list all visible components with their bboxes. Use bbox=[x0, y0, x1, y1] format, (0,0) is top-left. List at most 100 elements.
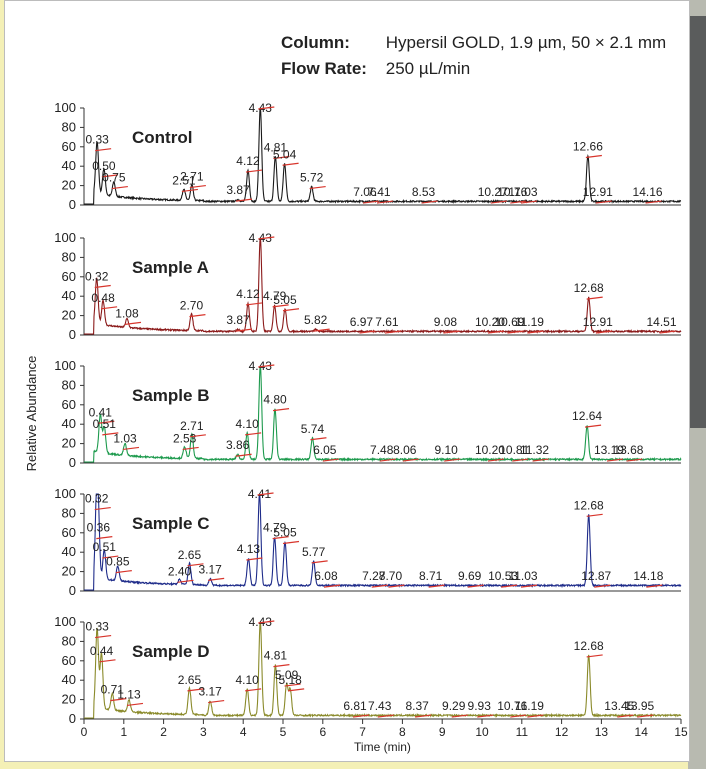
peak-label: 2.40 bbox=[168, 564, 192, 578]
peak-marker-tick bbox=[402, 458, 419, 462]
peak-marker-tick bbox=[282, 540, 300, 545]
peak-marker-tick bbox=[594, 584, 611, 588]
peak-label: 0.32 bbox=[85, 492, 109, 506]
peak-label: 0.51 bbox=[93, 540, 117, 554]
peak-label: 12.64 bbox=[572, 409, 602, 423]
x-tick-label: 7 bbox=[359, 725, 366, 739]
y-tick-label: 0 bbox=[69, 327, 76, 342]
y-tick-label: 20 bbox=[62, 308, 76, 323]
peak-label: 0.33 bbox=[85, 133, 109, 147]
peak-marker-tick bbox=[245, 302, 263, 306]
peak-marker-tick bbox=[177, 579, 194, 583]
peak-label: 9.93 bbox=[468, 699, 492, 713]
peak-marker-tick bbox=[94, 284, 111, 289]
peak-label: 3.87 bbox=[226, 313, 250, 327]
peak-label: 5.74 bbox=[301, 422, 325, 436]
peak-label: 2.65 bbox=[178, 673, 202, 687]
peak-marker-tick bbox=[102, 555, 119, 559]
peak-marker-tick bbox=[245, 688, 262, 692]
peak-label: 14.51 bbox=[646, 315, 676, 329]
y-tick-label: 40 bbox=[62, 672, 76, 687]
peak-marker-tick bbox=[309, 185, 326, 190]
y-tick-label: 60 bbox=[62, 525, 76, 540]
peak-label: 6.08 bbox=[314, 569, 338, 583]
peak-marker-tick bbox=[246, 557, 263, 561]
peak-label: 12.68 bbox=[574, 639, 604, 653]
peak-marker-tick bbox=[606, 458, 624, 462]
peak-label: 0.71 bbox=[101, 683, 125, 697]
peak-marker-tick bbox=[510, 714, 527, 718]
peak-marker-tick bbox=[646, 584, 663, 588]
peak-marker-tick bbox=[595, 330, 612, 334]
peak-marker-tick bbox=[96, 536, 113, 540]
peak-label: 5.18 bbox=[278, 673, 302, 687]
peak-marker-tick bbox=[187, 688, 204, 692]
peak-label: 7.48 bbox=[370, 443, 394, 457]
peak-label: 8.37 bbox=[405, 699, 429, 713]
peak-label: 14.16 bbox=[633, 185, 663, 199]
peak-marker-tick bbox=[110, 698, 127, 702]
peak-label: 1.03 bbox=[113, 431, 137, 445]
peak-marker-tick bbox=[310, 437, 327, 441]
peak-label: 12.91 bbox=[583, 185, 613, 199]
peak-label: 5.05 bbox=[273, 526, 297, 540]
peak-label: 10.76 bbox=[497, 699, 527, 713]
peak-marker-tick bbox=[245, 169, 263, 173]
peak-label: 8.06 bbox=[393, 443, 417, 457]
peak-label: 7.41 bbox=[367, 185, 391, 199]
peak-marker-tick bbox=[258, 364, 275, 368]
y-tick-label: 60 bbox=[62, 397, 76, 412]
x-tick-label: 12 bbox=[555, 725, 569, 739]
peak-label: 6.97 bbox=[350, 315, 374, 329]
peak-marker-tick bbox=[124, 321, 142, 325]
right-margin-strip bbox=[688, 0, 706, 769]
y-tick-label: 80 bbox=[62, 633, 76, 648]
peak-marker-tick bbox=[451, 714, 468, 718]
peak-marker-tick bbox=[359, 330, 376, 334]
peak-label: 0.36 bbox=[87, 521, 111, 535]
chart-panel: Column: Hypersil GOLD, 1.9 µm, 50 × 2.1 … bbox=[4, 0, 690, 762]
x-tick-label: 2 bbox=[160, 725, 167, 739]
peak-marker-tick bbox=[520, 200, 538, 204]
peak-marker-tick bbox=[490, 200, 507, 204]
peak-marker-tick bbox=[379, 458, 396, 462]
peak-label: 10.69 bbox=[494, 315, 524, 329]
y-tick-label: 100 bbox=[54, 486, 76, 501]
x-tick-label: 3 bbox=[200, 725, 207, 739]
peak-marker-tick bbox=[467, 584, 484, 588]
peak-marker-tick bbox=[323, 584, 341, 588]
y-tick-label: 80 bbox=[62, 505, 76, 520]
peak-marker-tick bbox=[98, 420, 115, 424]
peak-label: 12.68 bbox=[574, 281, 604, 295]
x-tick-label: 11 bbox=[516, 725, 529, 739]
peak-label: 13.45 bbox=[604, 699, 634, 713]
peak-marker-tick bbox=[101, 174, 118, 178]
peak-marker-tick bbox=[272, 408, 290, 412]
peak-label: 13.95 bbox=[624, 699, 654, 713]
peak-marker-tick bbox=[235, 328, 253, 332]
peak-label: 5.05 bbox=[273, 293, 297, 307]
peak-label: 12.68 bbox=[574, 498, 604, 512]
peak-marker-tick bbox=[282, 162, 299, 166]
series-name-label: Sample C bbox=[132, 514, 209, 533]
peak-label: 4.80 bbox=[263, 393, 287, 407]
peak-label: 5.04 bbox=[273, 147, 297, 161]
peak-label: 9.10 bbox=[435, 443, 459, 457]
peak-marker-tick bbox=[352, 714, 370, 718]
peak-marker-tick bbox=[527, 714, 544, 718]
peak-marker-tick bbox=[512, 458, 529, 462]
column-condition: Column: Hypersil GOLD, 1.9 µm, 50 × 2.1 … bbox=[281, 33, 666, 53]
x-tick-label: 13 bbox=[595, 725, 609, 739]
peak-marker-tick bbox=[362, 200, 380, 204]
peak-marker-tick bbox=[585, 154, 602, 159]
y-tick-label: 60 bbox=[62, 269, 76, 284]
peak-marker-tick bbox=[101, 306, 118, 310]
peak-marker-tick bbox=[122, 446, 140, 451]
y-tick-label: 20 bbox=[62, 564, 76, 579]
peak-marker-tick bbox=[507, 330, 524, 334]
y-tick-label: 0 bbox=[69, 197, 76, 212]
peak-marker-tick bbox=[659, 330, 676, 334]
peak-label: 7.61 bbox=[375, 315, 399, 329]
